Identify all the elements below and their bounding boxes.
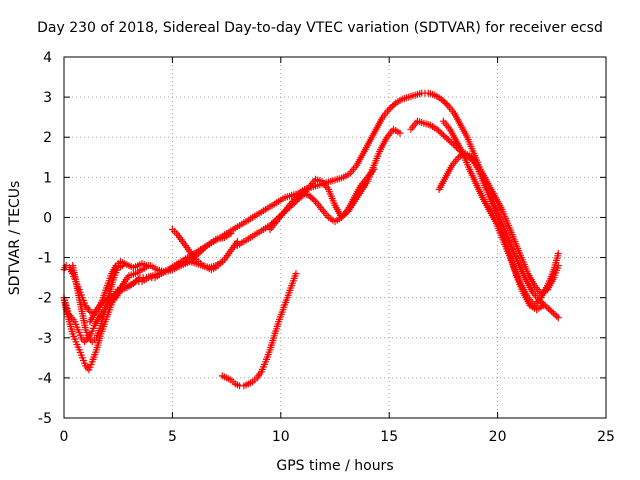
y-tick-label: -5 [38,411,52,427]
y-tick-label: -2 [38,291,52,307]
series-track-h [233,125,404,249]
y-tick-label: 3 [43,90,52,106]
x-tick-label: 20 [489,429,507,445]
y-tick-label: -1 [38,251,52,267]
x-tick-label: 5 [168,429,177,445]
x-tick-label: 15 [380,429,398,445]
x-tick-label: 10 [272,429,290,445]
plot-frame [63,56,607,419]
series-markers [218,270,300,390]
y-tick-label: 4 [43,50,52,66]
y-tick-label: 0 [43,210,52,226]
series-markers [266,165,378,233]
series-markers [168,226,241,274]
y-tick-label: 1 [43,170,52,186]
series-track-l [435,149,547,314]
x-tick-labels: 0 5 10 15 20 25 [60,429,615,445]
x-tick-label: 0 [60,429,69,445]
series-track-i [266,165,378,233]
y-tick-label: -3 [38,331,52,347]
series-markers [233,125,404,249]
axis-ticks [63,56,607,419]
y-tick-label: -4 [38,371,52,387]
chart-title: Day 230 of 2018, Sidereal Day-to-day VTE… [37,20,603,36]
series-track-f [218,270,300,390]
x-axis-label: GPS time / hours [276,458,393,474]
y-tick-labels: -5 -4 -3 -2 -1 0 1 2 3 4 [38,50,52,427]
series-track-g [168,226,241,274]
series-markers [60,230,235,374]
series-markers [435,149,547,314]
x-tick-label: 25 [597,429,615,445]
y-tick-label: 2 [43,130,52,146]
series-track-a [60,230,235,374]
y-axis-label: SDTVAR / TECUs [7,181,23,296]
data-marks [60,89,562,390]
grid [64,57,606,418]
